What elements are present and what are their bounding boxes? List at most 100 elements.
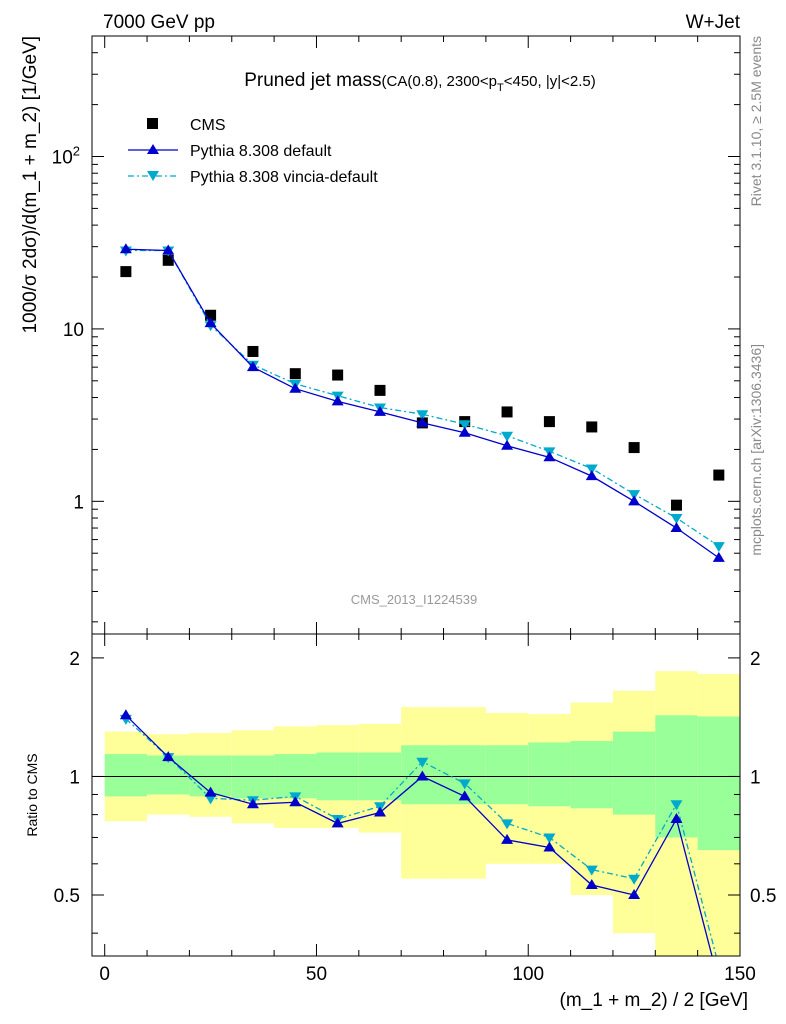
header-right-label: W+Jet <box>686 12 741 33</box>
x-axis-label: (m_1 + m_2) / 2 [GeV] <box>560 990 749 1011</box>
x-tick-label: 100 <box>512 964 544 985</box>
ratio-y-tick-label-right: 1 <box>750 767 761 788</box>
cms-point <box>162 254 174 266</box>
ratio-default-point <box>713 976 725 986</box>
vincia-point <box>628 490 641 501</box>
title-sub-index: T <box>497 82 504 94</box>
ratio-default-point <box>162 751 175 762</box>
cms-point <box>670 499 682 511</box>
side-label-rivet: Rivet 3.1.10, ≥ 2.5M events <box>748 36 764 206</box>
chart-title: Pruned jet mass(CA(0.8), 2300<pT<450, |y… <box>244 70 596 94</box>
ratio-default-point <box>628 888 641 899</box>
legend: CMS Pythia 8.308 default Pythia 8.308 vi… <box>128 117 378 186</box>
band-inner <box>570 741 613 809</box>
ratio-vincia-point <box>204 794 217 805</box>
ratio-vincia-point <box>543 833 556 844</box>
legend-marker-default <box>147 144 159 154</box>
default-point <box>289 382 302 393</box>
ratio-y-tick-label: 2 <box>69 649 80 670</box>
default-point <box>416 416 429 427</box>
cms-point <box>332 369 344 381</box>
cms-point <box>247 345 259 357</box>
legend-label-vincia: Pythia 8.308 vincia-default <box>190 169 378 186</box>
ratio-vincia-point <box>416 757 429 768</box>
default-point <box>712 551 725 562</box>
x-tick-label: 150 <box>724 964 756 985</box>
ratio-bands <box>92 671 740 956</box>
default-point <box>501 439 514 450</box>
band-inner <box>697 716 740 851</box>
ratio-default-point <box>543 841 556 852</box>
default-point <box>458 426 471 437</box>
vincia-point <box>670 514 683 525</box>
legend-marker-vincia <box>147 171 159 181</box>
y-tick-label: 10 <box>63 320 84 341</box>
title-sub-post: <450, |y|<2.5) <box>504 73 596 90</box>
ratio-vincia-point <box>585 865 598 876</box>
ratio-y-tick-label-right: 0.5 <box>750 886 776 907</box>
cms-point <box>713 469 725 481</box>
ratio-y-axis-label: Ratio to CMS <box>24 753 40 836</box>
cms-point <box>120 266 132 278</box>
ratio-default-point <box>204 786 217 797</box>
legend-label-default: Pythia 8.308 default <box>190 143 332 160</box>
cms-point <box>586 421 598 433</box>
title-main: Pruned jet mass <box>244 70 381 91</box>
main-series <box>119 243 725 562</box>
default-point <box>585 470 598 481</box>
vincia-point <box>416 410 429 421</box>
default-point <box>204 317 217 328</box>
title-sub-pre: (CA(0.8), 2300<p <box>382 73 497 90</box>
vincia-point <box>458 420 471 431</box>
x-tick-label: 0 <box>99 964 110 985</box>
y-axis-label: 1000/σ 2dσ)/d(m_1 + m_2) [1/GeV] <box>20 36 41 334</box>
ratio-default-point <box>246 798 259 809</box>
ratio-default-point <box>416 770 429 781</box>
ratio-y-tick-label: 1 <box>69 767 80 788</box>
band-inner <box>104 754 148 797</box>
ratio-default-point <box>374 806 386 817</box>
ratio-vincia-point <box>458 779 471 790</box>
cms-point <box>374 384 386 396</box>
header-left-label: 7000 GeV pp <box>103 12 215 33</box>
ratio-default-point <box>585 879 598 890</box>
default-point <box>162 244 175 255</box>
default-point <box>119 243 132 254</box>
default-point <box>543 451 556 462</box>
ratio-default-point <box>289 796 302 807</box>
band-inner <box>528 742 571 807</box>
main-axes: 0 50 100 150 1 10 102 0.5 0.5 1 1 2 2 <box>52 35 776 985</box>
ratio-vincia-point <box>670 800 683 811</box>
x-tick-label: 50 <box>306 964 327 985</box>
legend-marker-cms <box>147 118 158 129</box>
default-point <box>331 395 344 406</box>
cms-point <box>543 416 555 428</box>
band-inner <box>612 731 656 815</box>
vincia-point <box>712 542 725 553</box>
ratio-vincia-point <box>628 874 641 885</box>
default-line <box>125 248 720 559</box>
vincia-point <box>501 431 514 442</box>
default-point <box>670 522 683 533</box>
default-point <box>246 361 259 372</box>
ratio-vincia-point <box>501 819 514 830</box>
ratio-y-tick-label-right: 2 <box>750 649 761 670</box>
cms-point <box>628 442 640 454</box>
y-tick-label: 1 <box>73 492 84 513</box>
ratio-default-point <box>670 812 683 823</box>
ratio-default-point <box>501 833 514 844</box>
ratio-default-point <box>119 709 132 720</box>
side-label-mcplots: mcplots.cern.ch [arXiv:1306.3436] <box>748 344 764 556</box>
ratio-series <box>119 709 725 986</box>
ratio-default-point <box>331 817 344 828</box>
cms-point <box>501 406 513 418</box>
y-tick-label: 102 <box>52 144 80 169</box>
ratio-plot-frame <box>91 633 741 957</box>
cms-point <box>289 368 301 380</box>
vincia-point <box>585 464 598 475</box>
vincia-line <box>125 249 720 547</box>
default-point <box>374 405 386 416</box>
ratio-vincia-point <box>713 962 725 972</box>
ratio-y-tick-label: 0.5 <box>54 886 80 907</box>
